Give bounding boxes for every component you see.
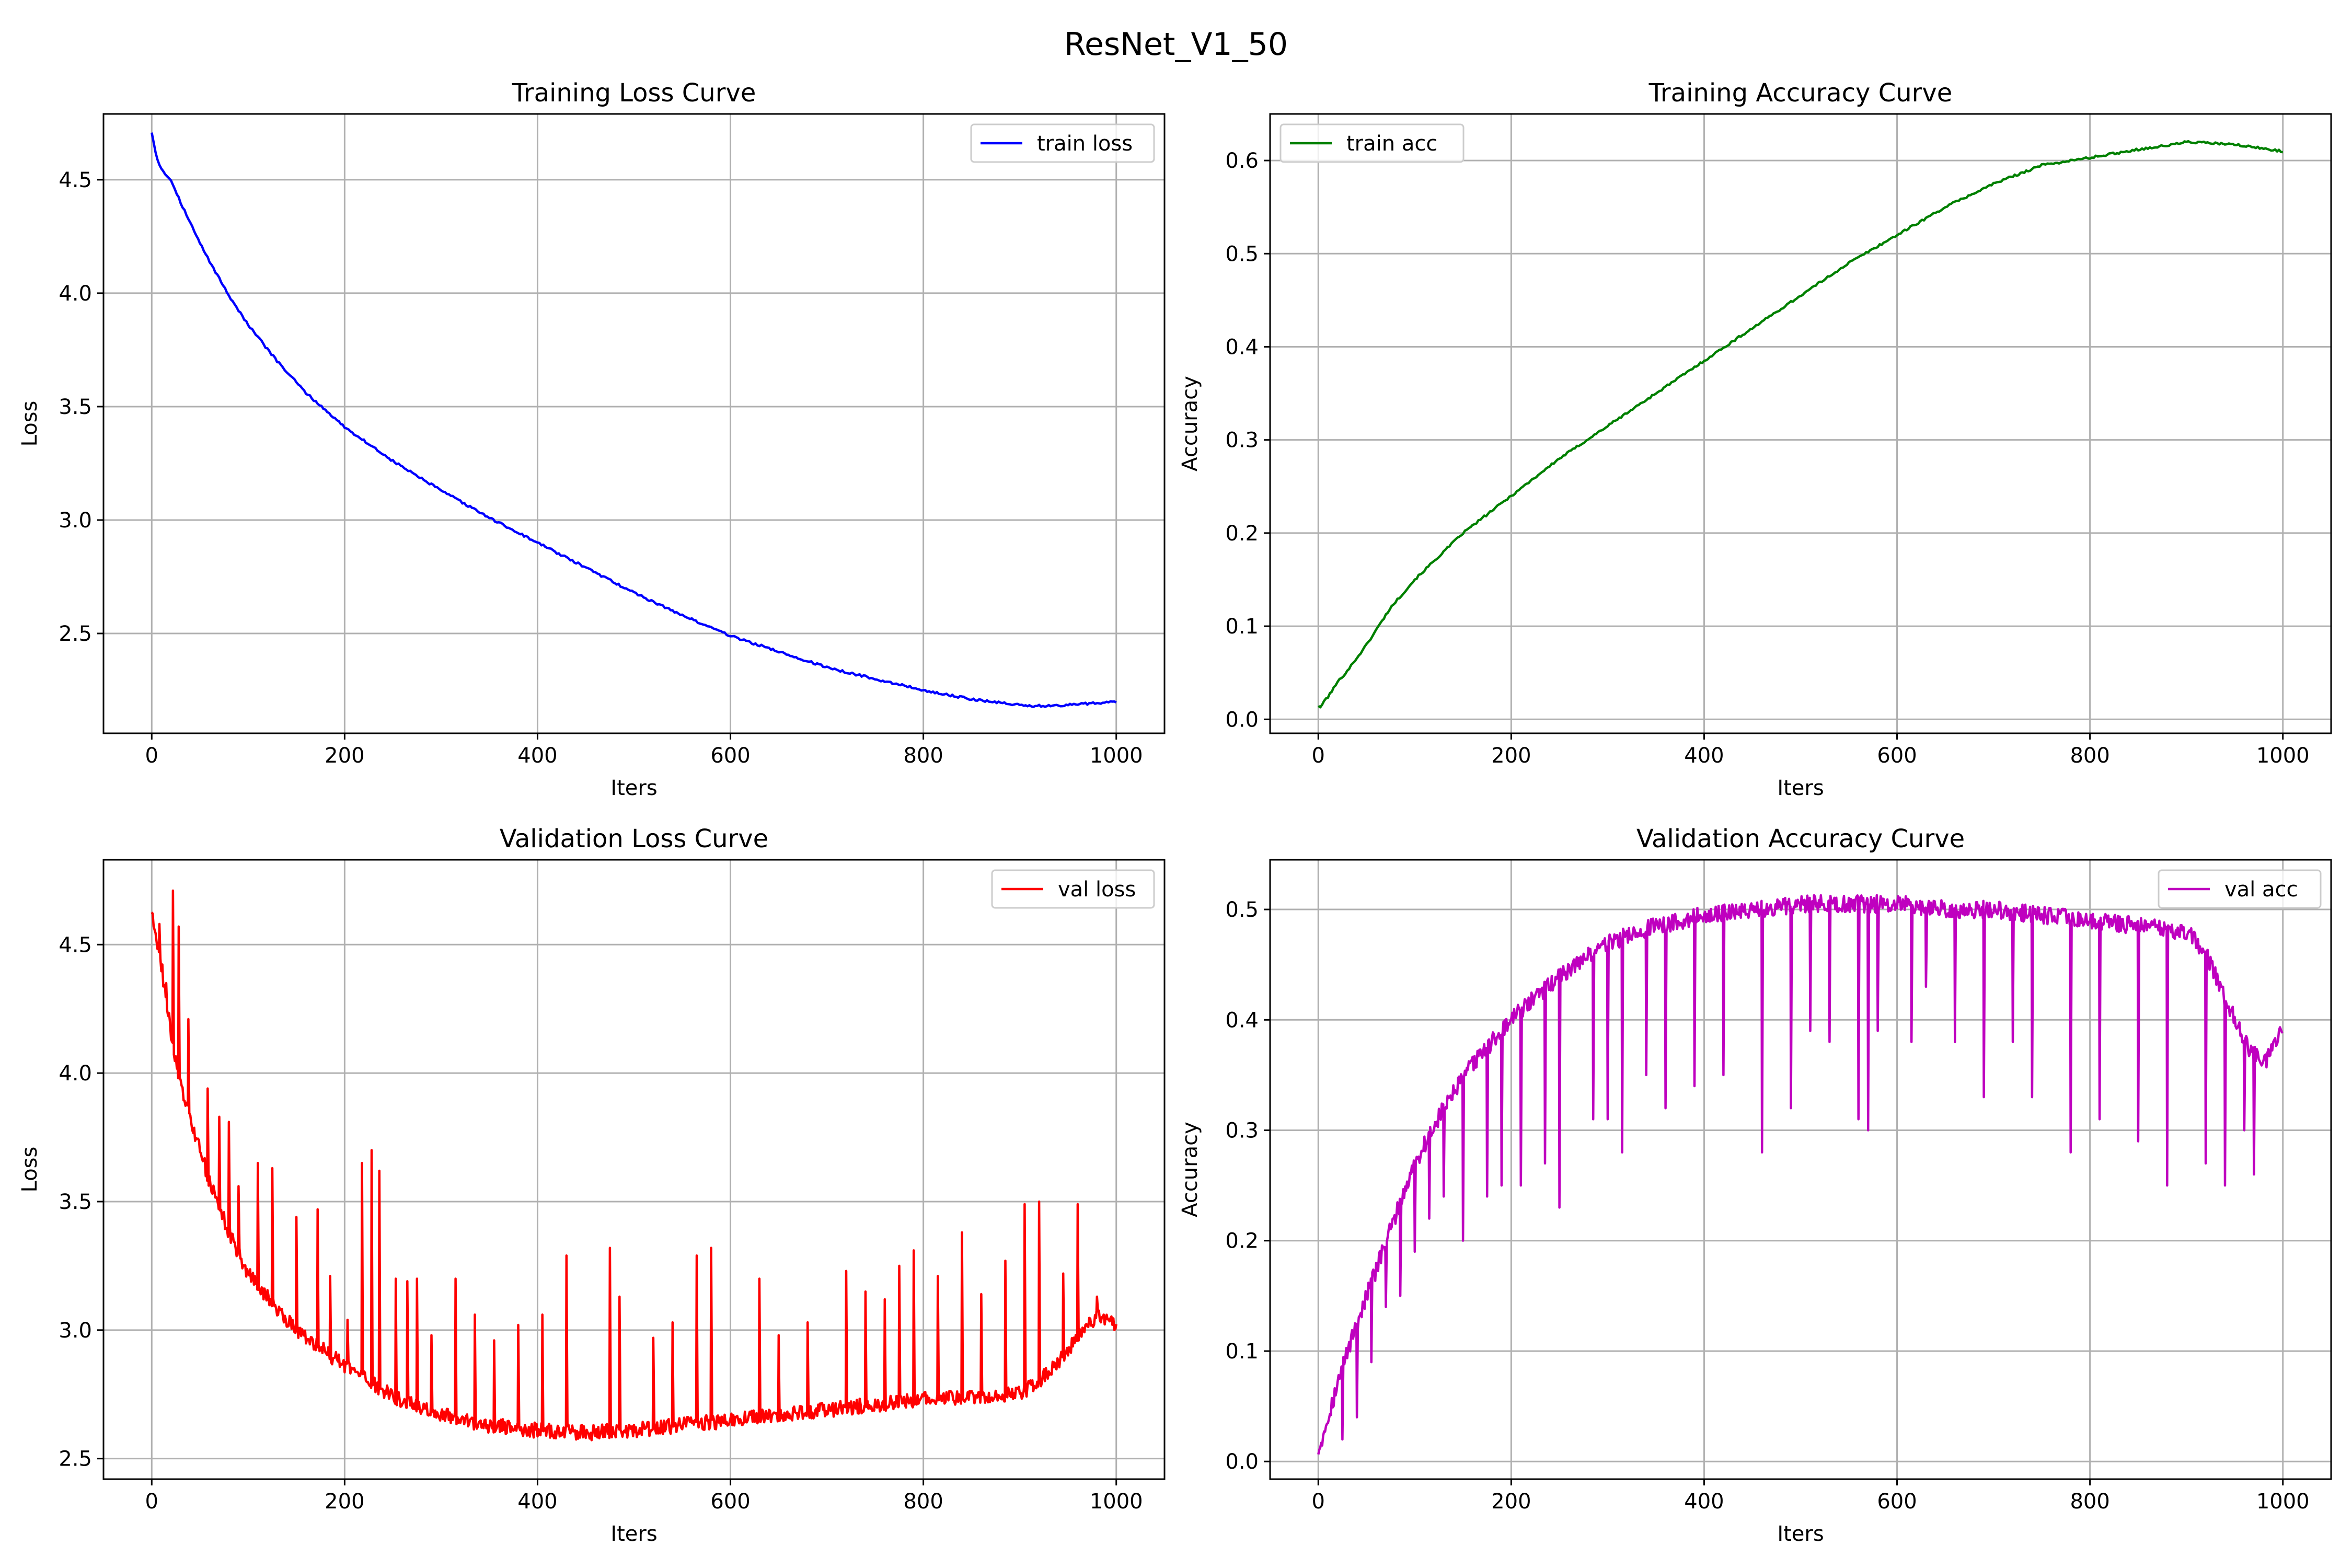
grid bbox=[1270, 860, 2331, 1479]
series-line-train-loss bbox=[151, 132, 1117, 708]
x-tick-label: 200 bbox=[1491, 744, 1531, 768]
legend-label: val loss bbox=[1058, 878, 1136, 902]
x-tick-label: 1000 bbox=[2256, 1490, 2310, 1514]
x-tick-label: 1000 bbox=[1090, 744, 1143, 768]
x-tick-label: 800 bbox=[903, 1490, 943, 1514]
y-axis-label: Loss bbox=[18, 401, 42, 447]
y-tick-label: 0.5 bbox=[1225, 898, 1259, 922]
legend-box bbox=[991, 869, 1155, 909]
x-tick-label: 0 bbox=[145, 1490, 158, 1514]
x-tick-label: 800 bbox=[2070, 744, 2109, 768]
x-tick-label: 400 bbox=[517, 744, 557, 768]
y-tick-label: 4.5 bbox=[59, 933, 92, 957]
axes-title: Training Loss Curve bbox=[512, 78, 756, 108]
legend: train loss bbox=[970, 123, 1155, 163]
axes-frame bbox=[102, 859, 1166, 1480]
x-tick-label: 1000 bbox=[2256, 744, 2310, 768]
series-line-train-acc bbox=[1317, 140, 2283, 709]
y-tick-label: 0.2 bbox=[1225, 522, 1259, 546]
axes-frame bbox=[1269, 859, 2332, 1480]
y-tick-label: 3.5 bbox=[59, 395, 92, 419]
chart-panel-2: 0 200 400 600 800 1000 0.0 0.1 0.2 0.3 0.4 0.5 0.6 Tr… bbox=[1178, 78, 2332, 800]
x-tick-label: 600 bbox=[710, 1490, 750, 1514]
legend-box bbox=[1279, 123, 1465, 163]
y-axis-label: Accuracy bbox=[1178, 376, 1202, 471]
y-tick-label: 0.5 bbox=[1225, 242, 1259, 266]
legend-label: train acc bbox=[1346, 132, 1437, 156]
y-tick-label: 4.0 bbox=[59, 282, 92, 306]
y-tick-label: 3.0 bbox=[59, 1319, 92, 1343]
legend: val loss bbox=[991, 869, 1155, 909]
x-axis-label: Iters bbox=[1777, 776, 1824, 800]
x-axis-label: Iters bbox=[610, 1522, 657, 1546]
x-tick-label: 0 bbox=[145, 744, 158, 768]
x-tick-label: 400 bbox=[1684, 744, 1724, 768]
legend-label: train loss bbox=[1037, 132, 1133, 156]
y-tick-label: 2.5 bbox=[59, 1447, 92, 1471]
x-tick-label: 0 bbox=[1312, 744, 1325, 768]
grid bbox=[103, 114, 1165, 733]
y-tick-label: 0.4 bbox=[1225, 1008, 1259, 1032]
legend: val acc bbox=[2158, 869, 2322, 909]
y-tick-label: 0.1 bbox=[1225, 1340, 1259, 1364]
legend-box bbox=[2158, 869, 2322, 909]
x-tick-label: 400 bbox=[1684, 1490, 1724, 1514]
y-tick-label: 4.0 bbox=[59, 1062, 92, 1086]
y-tick-label: 0.0 bbox=[1225, 1450, 1259, 1474]
legend-box bbox=[970, 123, 1155, 163]
axes-title: Validation Loss Curve bbox=[500, 824, 768, 854]
x-tick-label: 200 bbox=[325, 1490, 364, 1514]
y-tick-label: 0.3 bbox=[1225, 1119, 1259, 1143]
chart-panel-4: 0 200 400 600 800 1000 0.0 0.1 0.2 0.3 0.4 0.5 Valid… bbox=[1178, 824, 2332, 1546]
grid bbox=[1270, 114, 2331, 733]
y-tick-label: 0.2 bbox=[1225, 1229, 1259, 1253]
x-tick-label: 400 bbox=[517, 1490, 557, 1514]
y-tick-label: 3.0 bbox=[59, 509, 92, 533]
axes-title: Training Accuracy Curve bbox=[1648, 78, 1953, 108]
legend: train acc bbox=[1279, 123, 1465, 163]
series-line-val-loss bbox=[151, 889, 1117, 1442]
y-axis-label: Accuracy bbox=[1178, 1122, 1202, 1217]
y-tick-label: 0.3 bbox=[1225, 429, 1259, 453]
x-tick-label: 600 bbox=[710, 744, 750, 768]
y-tick-label: 0.1 bbox=[1225, 615, 1259, 639]
x-tick-label: 600 bbox=[1877, 1490, 1917, 1514]
y-tick-label: 3.5 bbox=[59, 1190, 92, 1214]
x-tick-label: 200 bbox=[325, 744, 364, 768]
x-tick-label: 600 bbox=[1877, 744, 1917, 768]
x-tick-label: 200 bbox=[1491, 1490, 1531, 1514]
y-tick-label: 2.5 bbox=[59, 622, 92, 646]
legend-label: val acc bbox=[2224, 878, 2298, 902]
figure-title: ResNet_V1_50 bbox=[1064, 26, 1288, 63]
grid bbox=[103, 860, 1165, 1479]
x-tick-label: 0 bbox=[1312, 1490, 1325, 1514]
y-tick-label: 0.4 bbox=[1225, 335, 1259, 359]
axes-title: Validation Accuracy Curve bbox=[1636, 824, 1965, 854]
y-tick-label: 0.6 bbox=[1225, 149, 1259, 173]
chart-panel-1: 0 200 400 600 800 1000 2.5 3.0 3.5 4.0 4.5 Training… bbox=[18, 78, 1166, 800]
y-tick-label: 4.5 bbox=[59, 168, 92, 192]
y-axis-label: Loss bbox=[18, 1147, 42, 1193]
series-line-val-acc bbox=[1317, 894, 2284, 1455]
x-tick-label: 800 bbox=[2070, 1490, 2109, 1514]
axes-frame bbox=[1269, 113, 2332, 734]
x-tick-label: 1000 bbox=[1090, 1490, 1143, 1514]
x-tick-label: 800 bbox=[903, 744, 943, 768]
axes-frame bbox=[102, 113, 1166, 734]
chart-panel-3: 0 200 400 600 800 1000 2.5 3.0 3.5 4.0 4.5 Validati… bbox=[18, 824, 1166, 1546]
y-tick-label: 0.0 bbox=[1225, 708, 1259, 732]
x-axis-label: Iters bbox=[1777, 1522, 1824, 1546]
x-axis-label: Iters bbox=[610, 776, 657, 800]
